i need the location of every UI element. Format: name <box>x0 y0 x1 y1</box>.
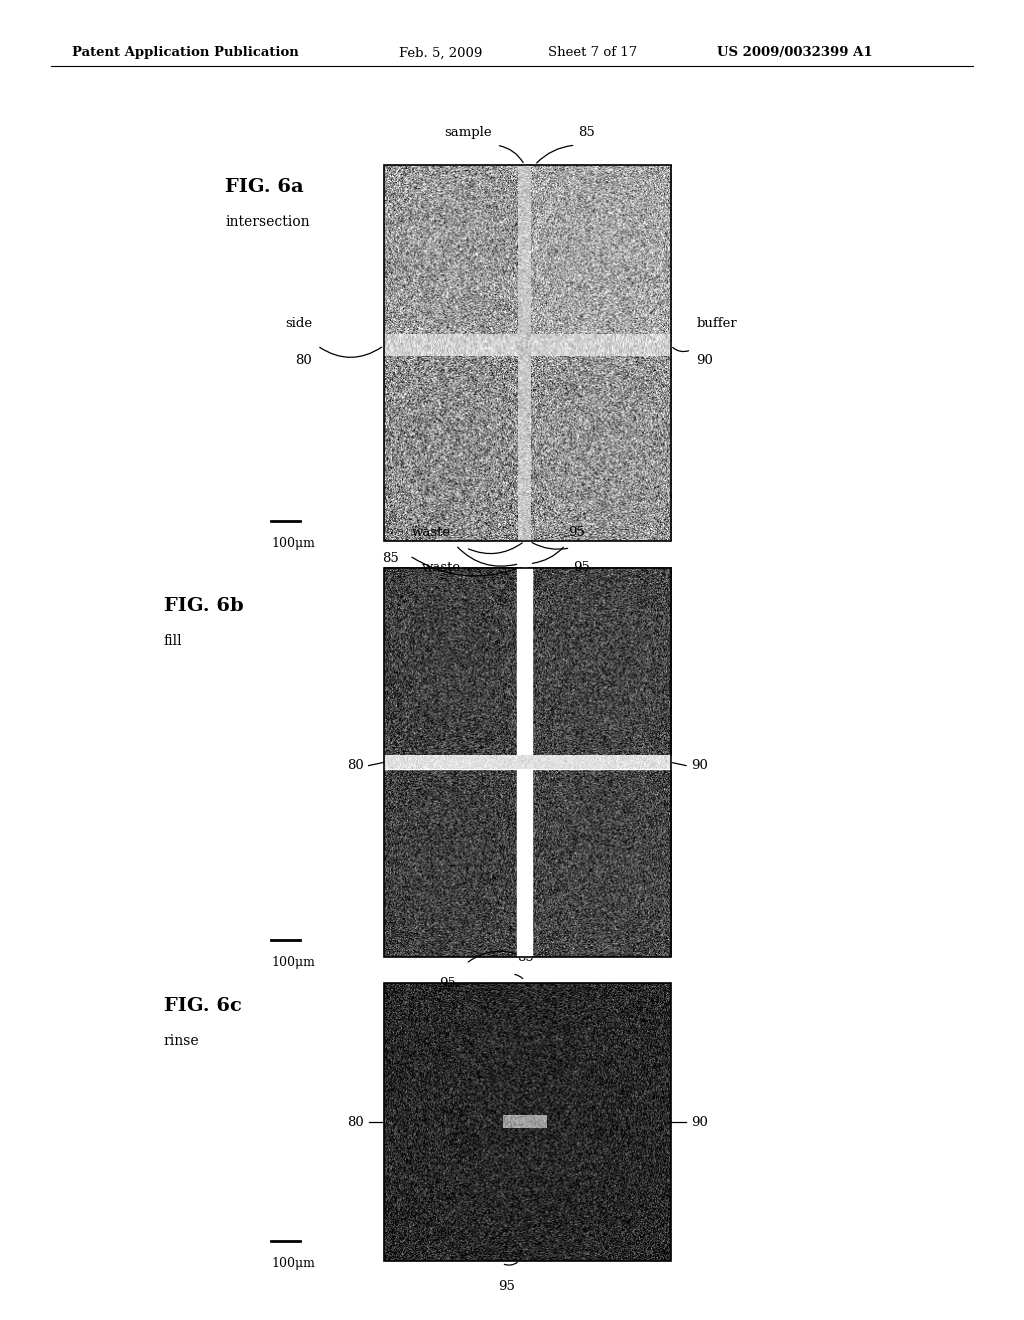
Text: 85: 85 <box>383 552 399 565</box>
Text: waste: waste <box>412 525 451 539</box>
Text: waste: waste <box>422 561 461 574</box>
Text: sample: sample <box>443 125 492 139</box>
Text: buffer: buffer <box>696 317 737 330</box>
Text: US 2009/0032399 A1: US 2009/0032399 A1 <box>717 46 872 59</box>
Text: 90: 90 <box>691 1115 708 1129</box>
Text: 85: 85 <box>579 125 595 139</box>
Text: 100μm: 100μm <box>271 956 315 969</box>
Text: Sheet 7 of 17: Sheet 7 of 17 <box>548 46 637 59</box>
Text: 95: 95 <box>499 1280 515 1294</box>
Text: 90: 90 <box>691 759 708 772</box>
Bar <box>517 568 531 957</box>
Text: side: side <box>286 317 312 330</box>
Bar <box>384 568 671 957</box>
Text: FIG. 6c: FIG. 6c <box>164 997 242 1015</box>
Text: 80: 80 <box>296 354 312 367</box>
Text: intersection: intersection <box>225 215 310 230</box>
Text: 80: 80 <box>347 759 364 772</box>
Text: FIG. 6b: FIG. 6b <box>164 597 244 615</box>
Text: Patent Application Publication: Patent Application Publication <box>72 46 298 59</box>
Text: fill: fill <box>164 634 182 648</box>
Text: 90: 90 <box>696 354 713 367</box>
Bar <box>384 165 671 541</box>
Text: 100μm: 100μm <box>271 537 315 550</box>
Bar <box>384 755 671 768</box>
Bar <box>384 983 671 1261</box>
Text: Feb. 5, 2009: Feb. 5, 2009 <box>399 46 482 59</box>
Text: 95: 95 <box>568 525 585 539</box>
Text: rinse: rinse <box>164 1034 200 1048</box>
Text: 80: 80 <box>347 1115 364 1129</box>
Text: 95: 95 <box>439 977 456 990</box>
Text: 100μm: 100μm <box>271 1257 315 1270</box>
Text: 95: 95 <box>573 561 590 574</box>
Text: FIG. 6a: FIG. 6a <box>225 178 304 197</box>
Text: 85: 85 <box>517 950 534 964</box>
